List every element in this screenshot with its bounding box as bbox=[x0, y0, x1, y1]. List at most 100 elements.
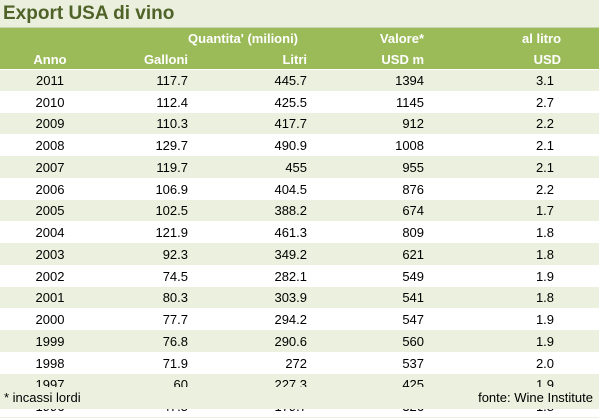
cell-liters: 425.5 bbox=[210, 91, 321, 114]
cell-gallons: 102.5 bbox=[100, 200, 210, 223]
cell-value-usd: 876 bbox=[320, 178, 463, 201]
cell-value-usd: 1008 bbox=[320, 134, 463, 157]
cell-liters: 490.9 bbox=[210, 134, 321, 157]
cell-liters: 461.3 bbox=[210, 221, 321, 244]
cell-value-usd: 537 bbox=[320, 352, 463, 375]
table-footer: * incassi lordi fonte: Wine Institute bbox=[0, 387, 599, 409]
cell-value-usd: 1394 bbox=[320, 69, 463, 92]
header-row-groups: Quantita' (milioni) Valore* al litro bbox=[0, 28, 599, 49]
cell-value-usd: 955 bbox=[320, 156, 463, 179]
cell-value-usd: 549 bbox=[320, 265, 463, 288]
cell-year: 1998 bbox=[0, 352, 100, 375]
header-per-liter-unit: USD bbox=[462, 49, 599, 70]
cell-liters: 294.2 bbox=[210, 308, 321, 331]
cell-value-usd: 1145 bbox=[320, 91, 463, 114]
cell-gallons: 110.3 bbox=[100, 113, 210, 136]
cell-value-usd: 809 bbox=[320, 221, 463, 244]
cell-year: 2006 bbox=[0, 178, 100, 201]
table-row: 2007 119.7 455 955 2.1 bbox=[0, 156, 599, 179]
cell-gallons: 106.9 bbox=[100, 178, 210, 201]
header-liters: Litri bbox=[210, 49, 321, 70]
cell-value-usd: 912 bbox=[320, 113, 463, 136]
table-header: Quantita' (milioni) Valore* al litro Ann… bbox=[0, 28, 599, 70]
footnote: * incassi lordi bbox=[4, 390, 81, 405]
table-row: 2002 74.5 282.1 549 1.9 bbox=[0, 265, 599, 288]
table-row: 2000 77.7 294.2 547 1.9 bbox=[0, 308, 599, 331]
header-quantity-group: Quantita' (milioni) bbox=[100, 28, 321, 49]
page-title: Export USA di vino bbox=[0, 0, 599, 28]
header-value-group: Valore* bbox=[320, 28, 463, 49]
cell-gallons: 92.3 bbox=[100, 243, 210, 266]
cell-price-per-liter: 1.9 bbox=[462, 330, 599, 353]
cell-value-usd: 674 bbox=[320, 200, 463, 223]
cell-year: 2000 bbox=[0, 308, 100, 331]
cell-year: 2002 bbox=[0, 265, 100, 288]
cell-price-per-liter: 1.7 bbox=[462, 200, 599, 223]
cell-gallons: 76.8 bbox=[100, 330, 210, 353]
header-row-columns: Anno Galloni Litri USD m USD bbox=[0, 49, 599, 70]
cell-liters: 282.1 bbox=[210, 265, 321, 288]
table-row: 2001 80.3 303.9 541 1.8 bbox=[0, 287, 599, 310]
cell-gallons: 129.7 bbox=[100, 134, 210, 157]
cell-gallons: 112.4 bbox=[100, 91, 210, 114]
cell-year: 2007 bbox=[0, 156, 100, 179]
table-row: 1998 71.9 272 537 2.0 bbox=[0, 352, 599, 375]
cell-gallons: 71.9 bbox=[100, 352, 210, 375]
cell-liters: 272 bbox=[210, 352, 321, 375]
table-row: 2006 106.9 404.5 876 2.2 bbox=[0, 178, 599, 201]
cell-price-per-liter: 2.2 bbox=[462, 113, 599, 136]
table-row: 2005 102.5 388.2 674 1.7 bbox=[0, 200, 599, 223]
cell-gallons: 80.3 bbox=[100, 287, 210, 310]
cell-value-usd: 560 bbox=[320, 330, 463, 353]
cell-liters: 290.6 bbox=[210, 330, 321, 353]
cell-year: 1999 bbox=[0, 330, 100, 353]
cell-liters: 388.2 bbox=[210, 200, 321, 223]
header-year: Anno bbox=[0, 49, 100, 70]
cell-year: 2010 bbox=[0, 91, 100, 114]
cell-price-per-liter: 1.9 bbox=[462, 308, 599, 331]
cell-liters: 349.2 bbox=[210, 243, 321, 266]
cell-liters: 417.7 bbox=[210, 113, 321, 136]
cell-year: 2005 bbox=[0, 200, 100, 223]
cell-gallons: 119.7 bbox=[100, 156, 210, 179]
table-row: 2010 112.4 425.5 1145 2.7 bbox=[0, 91, 599, 114]
cell-value-usd: 621 bbox=[320, 243, 463, 266]
cell-price-per-liter: 1.8 bbox=[462, 243, 599, 266]
cell-price-per-liter: 3.1 bbox=[462, 69, 599, 92]
cell-price-per-liter: 1.9 bbox=[462, 265, 599, 288]
header-value-unit: USD m bbox=[320, 49, 463, 70]
header-gallons: Galloni bbox=[100, 49, 210, 70]
cell-year: 2008 bbox=[0, 134, 100, 157]
cell-gallons: 74.5 bbox=[100, 265, 210, 288]
cell-year: 2004 bbox=[0, 221, 100, 244]
cell-price-per-liter: 2.2 bbox=[462, 178, 599, 201]
cell-liters: 303.9 bbox=[210, 287, 321, 310]
cell-price-per-liter: 2.1 bbox=[462, 156, 599, 179]
cell-gallons: 117.7 bbox=[100, 69, 210, 92]
cell-value-usd: 541 bbox=[320, 287, 463, 310]
header-per-liter-group: al litro bbox=[462, 28, 599, 49]
cell-price-per-liter: 1.8 bbox=[462, 221, 599, 244]
table-row: 1999 76.8 290.6 560 1.9 bbox=[0, 330, 599, 353]
table-row: 2003 92.3 349.2 621 1.8 bbox=[0, 243, 599, 266]
cell-year: 2011 bbox=[0, 69, 100, 92]
cell-year: 2003 bbox=[0, 243, 100, 266]
cell-price-per-liter: 2.7 bbox=[462, 91, 599, 114]
cell-price-per-liter: 2.0 bbox=[462, 352, 599, 375]
cell-price-per-liter: 2.1 bbox=[462, 134, 599, 157]
cell-year: 2009 bbox=[0, 113, 100, 136]
cell-gallons: 77.7 bbox=[100, 308, 210, 331]
cell-price-per-liter: 1.8 bbox=[462, 287, 599, 310]
table-row: 2011 117.7 445.7 1394 3.1 bbox=[0, 69, 599, 92]
cell-gallons: 121.9 bbox=[100, 221, 210, 244]
cell-liters: 404.5 bbox=[210, 178, 321, 201]
table-body: 2011 117.7 445.7 1394 3.1 2010 112.4 425.5 1145 2… bbox=[0, 69, 599, 418]
cell-value-usd: 547 bbox=[320, 308, 463, 331]
table-row: 2008 129.7 490.9 1008 2.1 bbox=[0, 134, 599, 157]
cell-liters: 455 bbox=[210, 156, 321, 179]
source-note: fonte: Wine Institute bbox=[478, 390, 593, 405]
table-row: 2004 121.9 461.3 809 1.8 bbox=[0, 221, 599, 244]
cell-year: 2001 bbox=[0, 287, 100, 310]
data-table: Quantita' (milioni) Valore* al litro Ann… bbox=[0, 28, 599, 418]
